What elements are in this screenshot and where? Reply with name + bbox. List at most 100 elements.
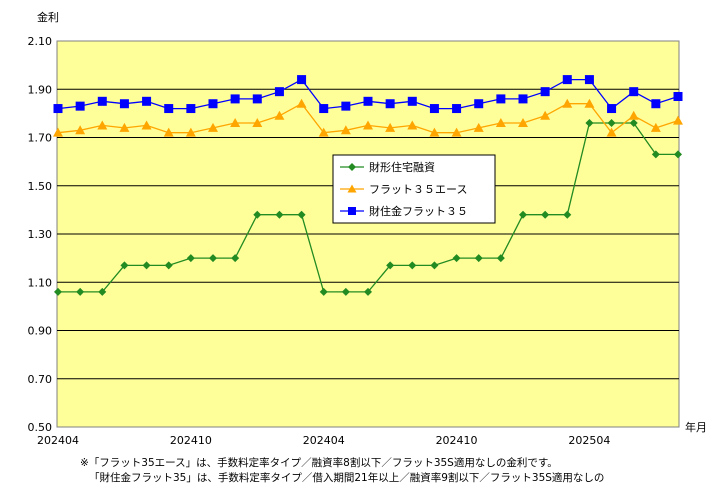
data-point bbox=[541, 210, 550, 219]
x-axis-label: 年月 bbox=[685, 420, 707, 434]
data-point bbox=[650, 122, 661, 132]
data-point bbox=[274, 87, 284, 97]
data-point bbox=[540, 110, 551, 120]
data-point bbox=[341, 101, 351, 111]
data-point bbox=[408, 261, 417, 270]
data-point bbox=[53, 104, 63, 114]
series-1 bbox=[53, 98, 683, 137]
data-point bbox=[76, 287, 85, 296]
data-point bbox=[274, 110, 285, 120]
data-point bbox=[651, 150, 660, 159]
y-tick-label: 1.70 bbox=[28, 132, 53, 145]
y-axis-label: 金利 bbox=[37, 10, 59, 24]
legend-label: 財形住宅融資 bbox=[369, 160, 435, 174]
legend-marker-triangle-icon bbox=[347, 184, 357, 193]
legend-marker-square-icon bbox=[348, 207, 356, 215]
data-point bbox=[208, 122, 218, 132]
footnote-2: 「財住金フラット35」は、手数料定率タイプ／借入期間21年以上／融資率9割以下／… bbox=[89, 471, 604, 484]
data-point bbox=[584, 75, 594, 85]
legend: 財形住宅融資 フラット３５エース 財住金フラット３５ bbox=[332, 154, 496, 224]
data-point bbox=[363, 120, 373, 130]
data-point bbox=[519, 210, 527, 219]
data-point bbox=[429, 104, 439, 114]
data-point bbox=[209, 254, 217, 263]
data-point bbox=[496, 254, 505, 263]
series-layer bbox=[53, 75, 683, 296]
data-point bbox=[319, 287, 328, 296]
data-point bbox=[674, 150, 682, 159]
data-point bbox=[629, 87, 639, 97]
y-tick-label: 1.30 bbox=[28, 228, 53, 241]
x-tick-label: 202410 bbox=[170, 434, 212, 447]
data-point bbox=[53, 127, 63, 137]
y-tick-label: 0.70 bbox=[28, 373, 53, 386]
data-point bbox=[385, 122, 396, 132]
legend-item-1: フラット３５エース bbox=[340, 183, 467, 196]
y-axis-ticks: 2.10 1.90 1.70 1.50 1.30 1.10 0.90 0.70 0.50 bbox=[28, 35, 53, 434]
data-point bbox=[518, 118, 528, 128]
y-tick-label: 1.50 bbox=[28, 180, 53, 193]
data-point bbox=[185, 127, 196, 137]
x-tick-label: 202404 bbox=[37, 434, 79, 447]
footnote-1: ※「フラット35エース」は、手数料定率タイプ／融資率8割以下／フラット35S適用… bbox=[80, 456, 558, 469]
data-point bbox=[629, 119, 638, 128]
data-point bbox=[429, 127, 440, 137]
data-point bbox=[297, 210, 306, 219]
y-tick-label: 1.90 bbox=[28, 83, 53, 96]
data-point bbox=[584, 98, 595, 108]
data-point bbox=[186, 104, 196, 114]
data-point bbox=[385, 99, 395, 109]
data-point bbox=[119, 122, 130, 132]
data-point bbox=[430, 261, 439, 270]
data-point bbox=[628, 110, 639, 120]
data-point bbox=[496, 94, 506, 104]
data-point bbox=[407, 120, 418, 130]
data-point bbox=[54, 287, 62, 296]
data-point bbox=[252, 118, 263, 128]
data-point bbox=[363, 96, 373, 106]
data-point bbox=[673, 91, 683, 101]
data-point bbox=[474, 99, 484, 109]
data-point bbox=[562, 98, 573, 108]
series-2 bbox=[53, 75, 683, 114]
data-point bbox=[673, 115, 683, 125]
legend-item-2: 財住金フラット３５ bbox=[340, 204, 468, 218]
data-point bbox=[119, 99, 129, 109]
data-point bbox=[451, 127, 462, 137]
data-point bbox=[585, 119, 594, 128]
data-point bbox=[319, 104, 329, 114]
legend-label: 財住金フラット３５ bbox=[369, 204, 468, 218]
data-point bbox=[231, 254, 240, 263]
x-axis-ticks: 202404 202410 202404 202410 202504 bbox=[37, 434, 610, 447]
data-point bbox=[98, 287, 107, 296]
x-tick-label: 202404 bbox=[303, 434, 345, 447]
data-point bbox=[474, 254, 483, 263]
data-point bbox=[318, 127, 329, 137]
data-point bbox=[186, 254, 195, 263]
data-point bbox=[452, 254, 461, 263]
data-point bbox=[141, 120, 152, 130]
data-point bbox=[341, 287, 350, 296]
data-point bbox=[562, 75, 572, 85]
data-point bbox=[651, 99, 661, 109]
legend-label: フラット３５エース bbox=[369, 183, 467, 196]
data-point bbox=[142, 261, 151, 270]
data-point bbox=[297, 75, 307, 85]
data-point bbox=[518, 94, 528, 104]
data-point bbox=[164, 104, 174, 114]
data-point bbox=[97, 96, 107, 106]
gridlines bbox=[57, 88, 679, 380]
data-point bbox=[364, 287, 372, 296]
data-point bbox=[386, 261, 395, 270]
data-point bbox=[120, 261, 129, 270]
legend-item-0: 財形住宅融資 bbox=[340, 160, 435, 174]
data-point bbox=[163, 127, 174, 137]
series-0 bbox=[54, 119, 682, 296]
data-point bbox=[275, 210, 284, 219]
data-point bbox=[208, 99, 218, 109]
data-point bbox=[230, 94, 240, 104]
legend-marker-diamond-icon bbox=[348, 163, 356, 171]
data-point bbox=[142, 96, 152, 106]
